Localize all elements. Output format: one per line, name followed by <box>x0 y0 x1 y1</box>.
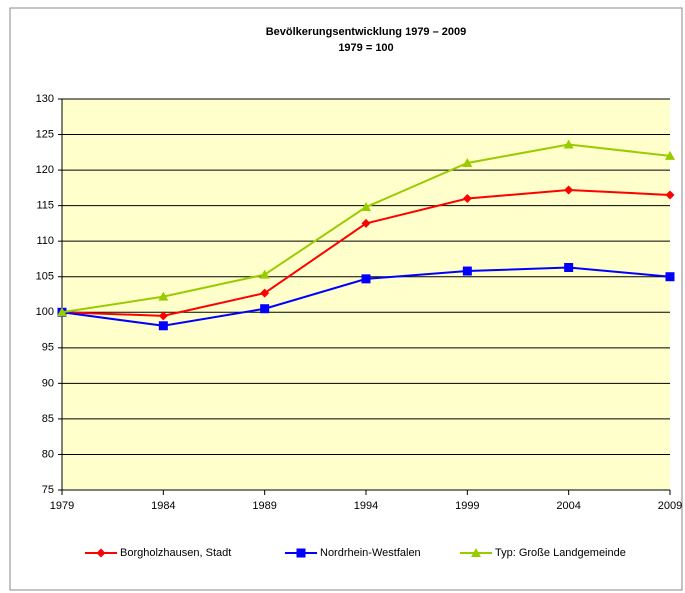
y-tick-label: 115 <box>36 200 54 212</box>
legend-marker <box>471 548 481 557</box>
marker <box>260 304 270 314</box>
legend-marker <box>296 548 306 558</box>
marker <box>564 262 574 272</box>
marker <box>462 194 472 204</box>
chart-subtitle: 1979 = 100 <box>338 42 393 54</box>
x-tick-label: 1979 <box>50 500 74 512</box>
marker <box>361 274 371 284</box>
marker <box>564 185 574 195</box>
marker <box>462 266 472 276</box>
marker <box>361 202 371 212</box>
y-tick-label: 105 <box>36 271 54 283</box>
y-tick-label: 85 <box>42 413 54 425</box>
legend-label: Borgholzhausen, Stadt <box>120 547 231 559</box>
x-tick-label: 2004 <box>556 500 580 512</box>
y-tick-label: 95 <box>42 342 54 354</box>
marker <box>158 291 169 301</box>
marker <box>57 307 67 317</box>
x-tick-label: 2009 <box>658 500 682 512</box>
y-tick-label: 75 <box>42 484 54 496</box>
legend-label: Typ: Große Landgemeinde <box>495 547 626 559</box>
y-tick-label: 80 <box>42 448 54 460</box>
plot-area <box>62 99 670 490</box>
y-tick-label: 125 <box>36 128 54 140</box>
y-tick-label: 90 <box>42 377 54 389</box>
marker <box>259 269 270 279</box>
marker <box>665 190 675 200</box>
y-tick-label: 110 <box>36 235 54 247</box>
marker <box>563 139 574 149</box>
marker <box>462 157 473 167</box>
marker <box>260 288 270 298</box>
marker <box>158 311 168 321</box>
chart-title: Bevölkerungsentwicklung 1979 – 2009 <box>266 26 467 38</box>
x-tick-label: 1984 <box>151 500 175 512</box>
x-tick-label: 1999 <box>455 500 479 512</box>
y-tick-label: 100 <box>36 306 54 318</box>
x-tick-label: 1994 <box>354 500 378 512</box>
y-tick-label: 130 <box>36 93 54 105</box>
marker <box>665 272 675 282</box>
legend-marker <box>96 548 106 558</box>
marker <box>665 150 675 160</box>
legend-label: Nordrhein-Westfalen <box>320 547 421 559</box>
x-tick-label: 1989 <box>252 500 276 512</box>
marker <box>158 321 168 331</box>
y-tick-label: 120 <box>36 164 54 176</box>
marker <box>361 218 371 228</box>
